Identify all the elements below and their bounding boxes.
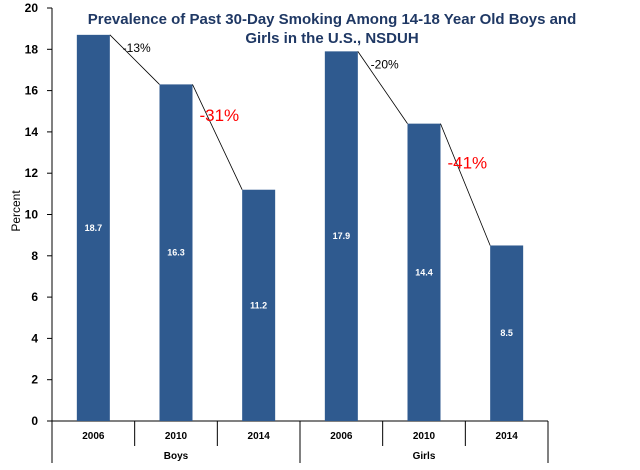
chart-title-line-2: Girls in the U.S., NSDUH xyxy=(245,30,418,47)
bar-boys-2006 xyxy=(76,34,110,421)
y-tick-label: 4 xyxy=(31,331,38,345)
change-annotation-2010-2014: -41% xyxy=(447,154,487,173)
y-tick-label: 2 xyxy=(31,373,38,387)
bar-girls-2006 xyxy=(324,51,358,422)
bar-girls-2014 xyxy=(490,245,524,421)
plot-area: 0 2 4 6 8 10 12 14 16 18 20 18.7 2006 16.3 2010 11.2 201… xyxy=(25,1,549,463)
trend-connector-line xyxy=(192,84,243,190)
y-tick-label: 0 xyxy=(31,414,38,428)
change-annotation-2010-2014: -31% xyxy=(199,106,239,125)
trend-connector-line xyxy=(109,34,160,85)
bar-girls-2010 xyxy=(407,123,441,421)
chart-title-line-1: Prevalence of Past 30-Day Smoking Among … xyxy=(88,11,577,28)
y-axis-label: Percent xyxy=(9,190,23,232)
bar-boys-2010 xyxy=(159,84,193,421)
group-label-girls: Girls xyxy=(413,451,436,462)
x-tick-label: 2010 xyxy=(413,431,436,442)
change-annotation-2006-2010: -13% xyxy=(123,41,151,55)
bar-value-label: 8.5 xyxy=(500,328,513,338)
y-tick-label: 20 xyxy=(25,1,39,15)
bar-value-label: 14.4 xyxy=(415,267,433,277)
trend-connector-line xyxy=(440,123,491,246)
y-tick-label: 18 xyxy=(25,42,39,56)
group-label-boys: Boys xyxy=(164,451,189,462)
y-tick-label: 8 xyxy=(31,249,38,263)
trend-connector-line xyxy=(357,51,408,124)
bar-value-label: 18.7 xyxy=(85,223,103,233)
x-tick-label: 2010 xyxy=(165,431,188,442)
x-tick-label: 2006 xyxy=(82,431,105,442)
bar-value-label: 17.9 xyxy=(333,231,351,241)
y-tick-label: 10 xyxy=(25,208,39,222)
y-tick-label: 14 xyxy=(25,125,39,139)
y-tick-label: 16 xyxy=(25,84,39,98)
x-tick-label: 2014 xyxy=(248,431,271,442)
change-annotation-2006-2010: -20% xyxy=(371,57,399,71)
bar-value-label: 11.2 xyxy=(250,300,267,310)
y-tick-label: 12 xyxy=(25,166,39,180)
bar-boys-2014 xyxy=(242,189,276,421)
bar-value-label: 16.3 xyxy=(167,248,185,258)
y-tick-label: 6 xyxy=(31,290,38,304)
x-tick-label: 2014 xyxy=(496,431,519,442)
x-tick-label: 2006 xyxy=(330,431,353,442)
